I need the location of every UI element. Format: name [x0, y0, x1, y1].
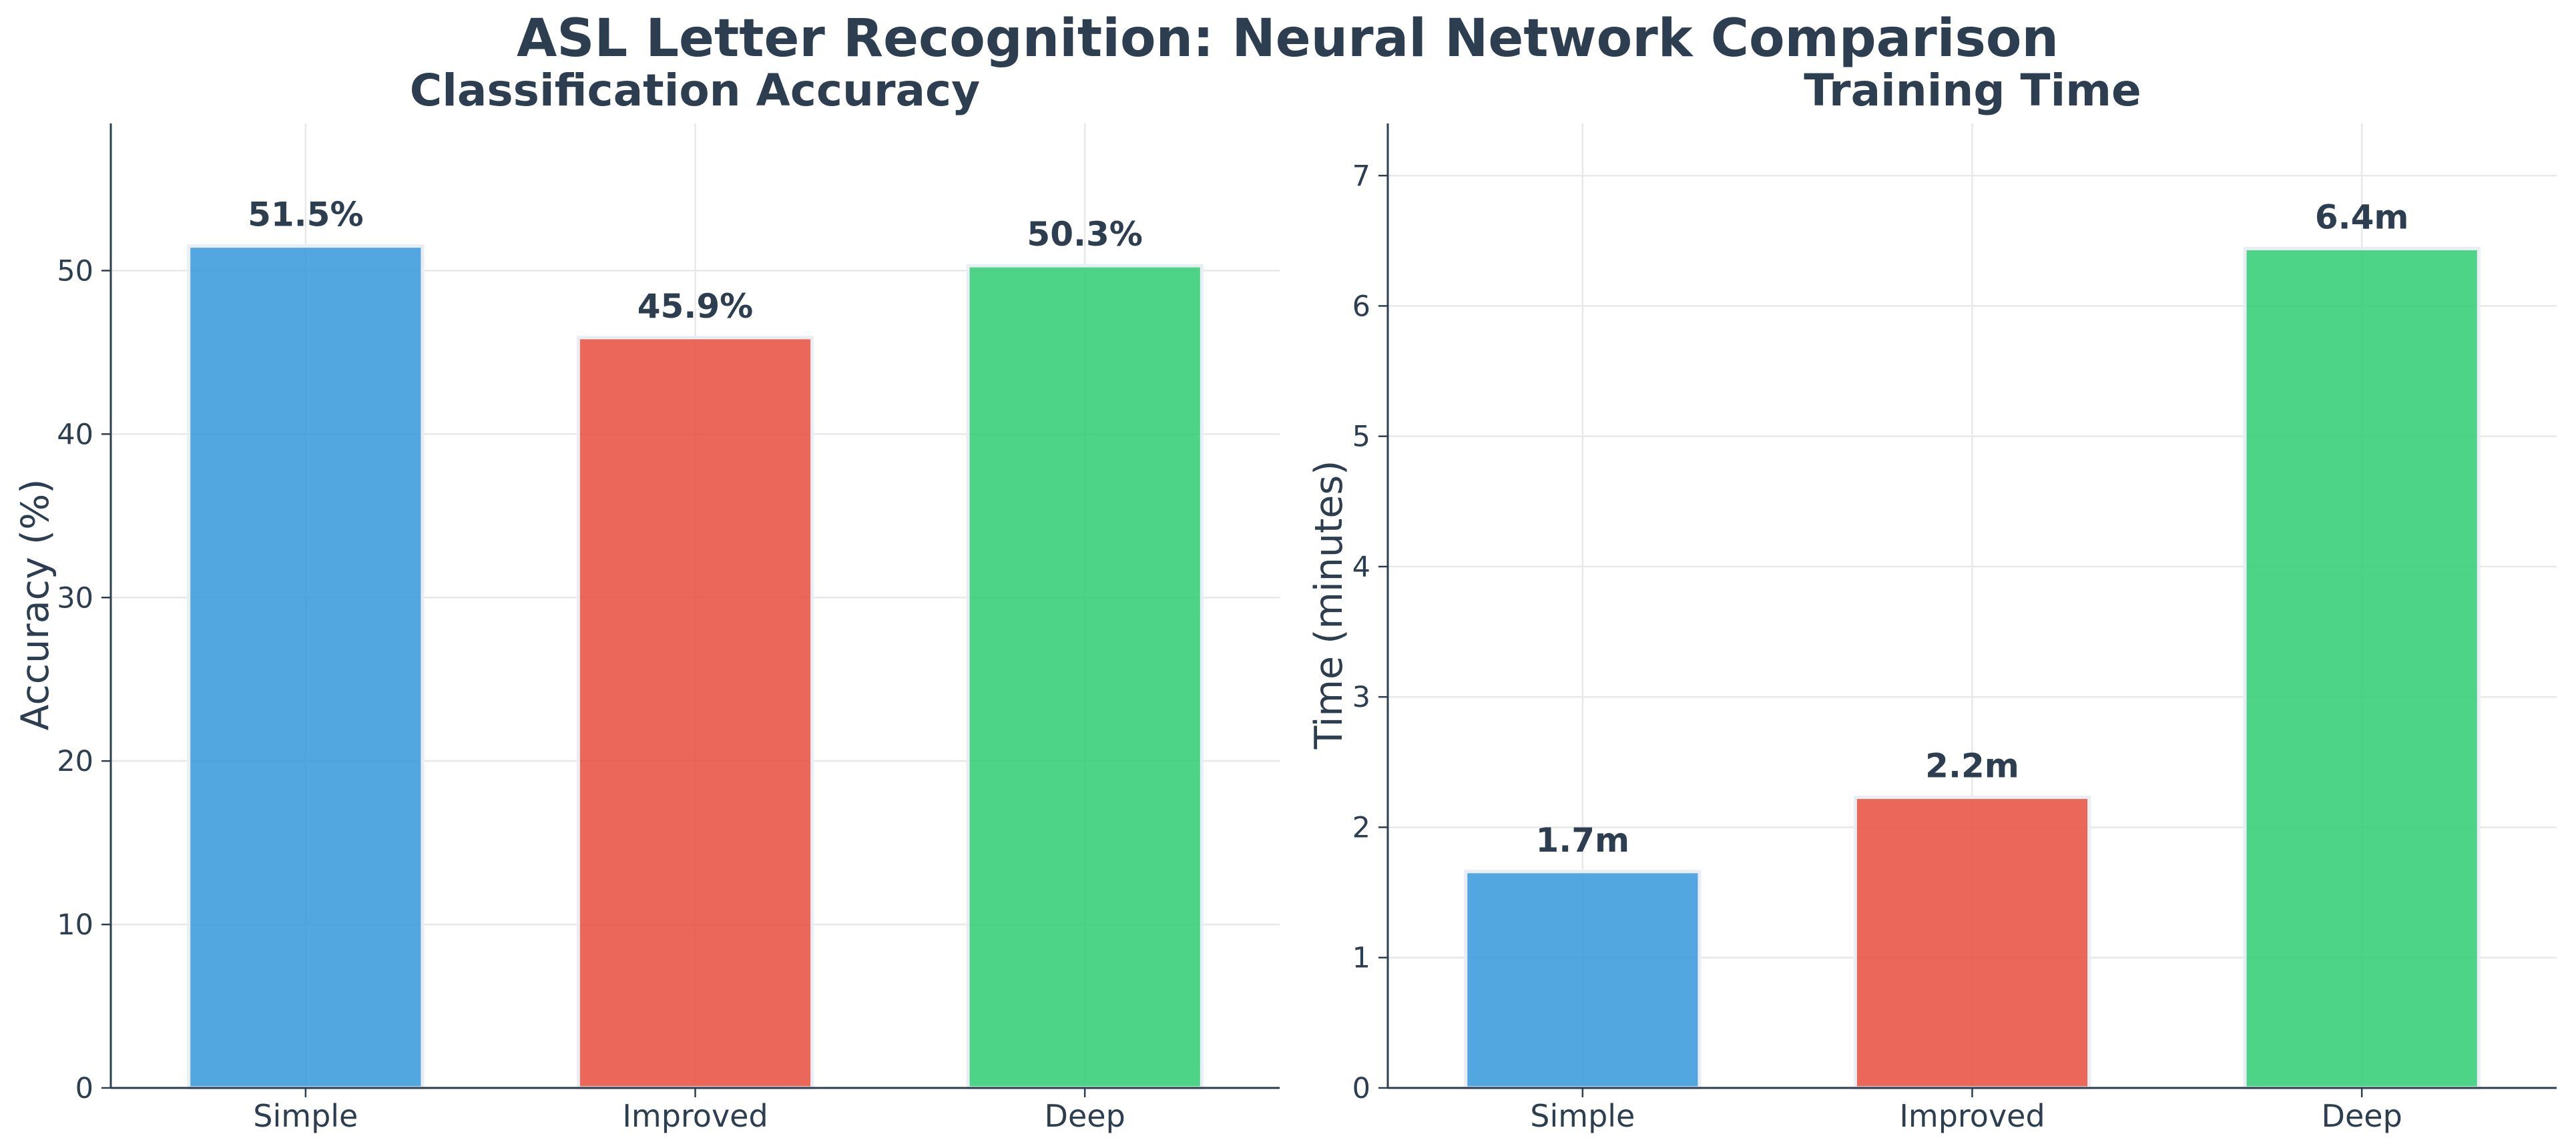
- y-tick-label: 1: [1352, 942, 1370, 975]
- bar-deep: [966, 264, 1204, 1090]
- x-ticks: Simple Improved Deep: [1530, 1088, 2402, 1134]
- x-tick-label: Improved: [1899, 1098, 2045, 1134]
- y-axis-label: Accuracy (%): [13, 479, 57, 731]
- value-label-deep: 50.3%: [1027, 215, 1142, 254]
- training-time-chart: Training Time Time (minutes) 1.7m 2.2m 6.4…: [1307, 65, 2557, 1134]
- y-ticks: 0 1 2 3 4 5 6 7: [1352, 160, 1388, 1105]
- value-labels: 51.5% 45.9% 50.3%: [248, 196, 1143, 326]
- y-tick-label: 0: [1352, 1072, 1370, 1105]
- y-ticks: 0 10 20 30 40 50: [57, 254, 111, 1105]
- y-tick-label: 30: [57, 581, 93, 615]
- x-tick-label: Simple: [253, 1098, 358, 1134]
- bar-deep: [2243, 246, 2481, 1090]
- bars: [1464, 246, 2481, 1090]
- chart-title: Training Time: [1804, 65, 2141, 116]
- y-tick-label: 50: [57, 254, 93, 288]
- y-tick-label: 20: [57, 745, 93, 778]
- x-ticks: Simple Improved Deep: [253, 1088, 1125, 1134]
- bar-simple: [1464, 870, 1702, 1090]
- y-tick-label: 2: [1352, 811, 1370, 844]
- x-tick-label: Simple: [1530, 1098, 1635, 1134]
- chart-title: Classification Accuracy: [410, 65, 980, 116]
- bar-improved: [576, 336, 814, 1090]
- y-tick-label: 6: [1352, 290, 1370, 323]
- bars: [187, 244, 1204, 1090]
- bar-improved: [1853, 796, 2091, 1090]
- y-axis-label: Time (minutes): [1307, 461, 1351, 750]
- y-tick-label: 5: [1352, 420, 1370, 454]
- y-tick-label: 0: [75, 1072, 93, 1105]
- y-tick-label: 3: [1352, 681, 1370, 714]
- y-tick-label: 10: [57, 908, 93, 942]
- figure-title: ASL Letter Recognition: Neural Network C…: [517, 9, 2059, 69]
- value-label-simple: 51.5%: [248, 196, 363, 234]
- value-label-deep: 6.4m: [2315, 198, 2409, 236]
- accuracy-chart: Classification Accuracy Accuracy (%) 51.…: [13, 65, 1280, 1134]
- value-label-improved: 45.9%: [637, 287, 753, 326]
- value-label-simple: 1.7m: [1535, 821, 1629, 860]
- y-tick-label: 7: [1352, 160, 1370, 193]
- y-tick-label: 40: [57, 418, 93, 451]
- x-tick-label: Improved: [622, 1098, 768, 1134]
- value-labels: 1.7m 2.2m 6.4m: [1535, 198, 2408, 859]
- x-tick-label: Deep: [1045, 1098, 1125, 1134]
- value-label-improved: 2.2m: [1925, 747, 2019, 786]
- x-tick-label: Deep: [2322, 1098, 2402, 1134]
- bar-simple: [187, 244, 425, 1090]
- y-tick-label: 4: [1352, 551, 1370, 584]
